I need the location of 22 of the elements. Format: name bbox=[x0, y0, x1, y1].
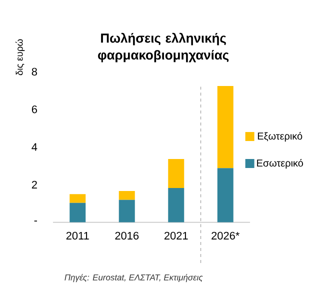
x-tick-label: 2011 bbox=[66, 232, 89, 240]
x-tick-label: 2021 bbox=[164, 232, 188, 240]
bar bbox=[70, 202, 86, 222]
legend-label: Εξωτερικό bbox=[258, 132, 302, 142]
bar bbox=[118, 200, 135, 222]
y-axis-title: δις ευρώ bbox=[16, 39, 25, 76]
y-tick-label: 6 bbox=[32, 105, 37, 114]
x-tick-label: 2016 bbox=[115, 232, 139, 240]
y-tick-label: - bbox=[34, 220, 37, 222]
chart-title: Πωλήσεις ελληνικής φαρμακοβιομηχανίας bbox=[98, 32, 229, 62]
x-tick-label: 2026* bbox=[212, 232, 240, 240]
bar bbox=[168, 159, 184, 188]
y-tick-label: 4 bbox=[32, 143, 38, 151]
bar bbox=[217, 168, 234, 222]
y-tick-label: 8 bbox=[32, 68, 37, 76]
bar bbox=[118, 191, 135, 200]
bar bbox=[168, 188, 184, 222]
y-tick-label: 2 bbox=[32, 180, 37, 188]
bar bbox=[70, 194, 86, 203]
text: Πηγές: Eurostat, ΕΛΣΤΑΤ, Εκτιμήσεις bbox=[64, 274, 203, 282]
bar bbox=[217, 86, 234, 168]
legend-label: Εσωτερικό bbox=[257, 158, 303, 169]
